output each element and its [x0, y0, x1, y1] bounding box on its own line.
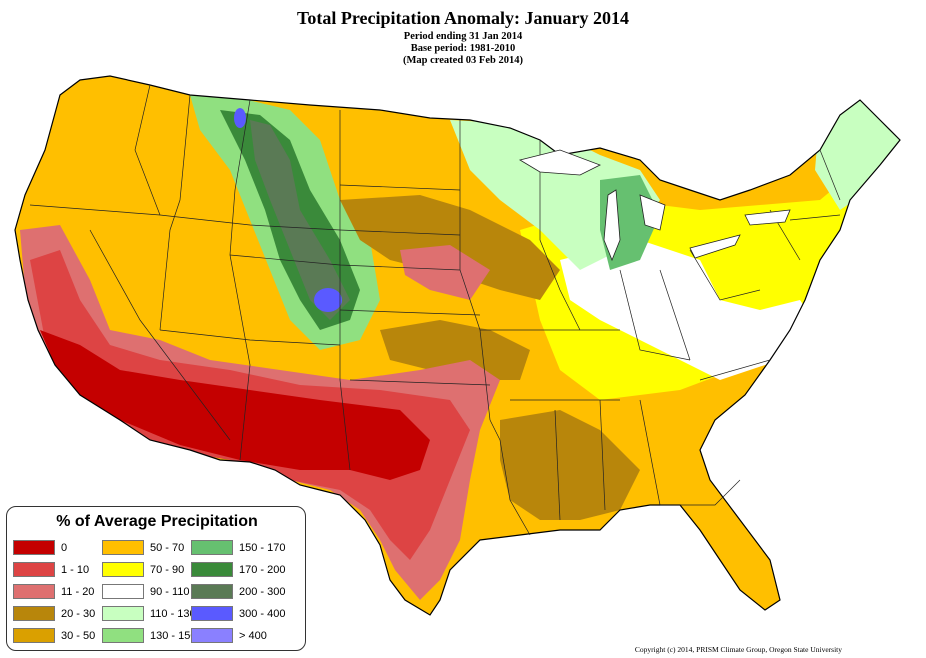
lake-ontario: [744, 209, 791, 226]
legend-label: > 400: [239, 630, 267, 642]
legend-label: 20 - 30: [61, 608, 96, 620]
copyright-text: Copyright (c) 2014, PRISM Climate Group,…: [634, 645, 842, 654]
map-subtitle-created: (Map created 03 Feb 2014): [403, 55, 523, 66]
legend-label: 110 - 130: [150, 608, 196, 620]
legend-item: 130 - 150: [102, 628, 202, 644]
legend-item: 300 - 400: [191, 606, 291, 622]
legend-swatch: [102, 584, 144, 599]
legend-label: 90 - 110: [150, 586, 190, 598]
legend-label: 30 - 50: [61, 630, 96, 642]
legend-label: 170 - 200: [239, 564, 286, 576]
legend-swatch: [191, 606, 233, 621]
legend-item: 170 - 200: [191, 562, 291, 578]
legend-swatch: [191, 628, 233, 643]
legend-swatch: [13, 584, 55, 599]
legend-label: 1 - 10: [61, 564, 90, 576]
legend-label: 0: [61, 542, 68, 554]
legend-item: 0: [13, 540, 113, 556]
region-90-110-east: [560, 240, 820, 380]
map-subtitle-period: Period ending 31 Jan 2014: [404, 31, 523, 42]
lake-michigan: [603, 189, 621, 262]
legend-item: 110 - 130: [102, 606, 202, 622]
legend-swatch: [102, 628, 144, 643]
legend-label: 50 - 70: [150, 542, 185, 554]
legend-swatch: [102, 540, 144, 555]
lake-superior: [518, 149, 601, 176]
legend-item: 50 - 70: [102, 540, 202, 556]
legend-label: 150 - 170: [239, 542, 286, 554]
legend-swatch: [102, 606, 144, 621]
region-300-400-montana: [234, 108, 246, 128]
legend-swatch: [191, 562, 233, 577]
legend-label: 130 - 150: [150, 630, 197, 642]
legend-swatch: [13, 606, 55, 621]
legend-swatch: [102, 562, 144, 577]
map-title: Total Precipitation Anomaly: January 201…: [297, 8, 629, 28]
legend-item: 90 - 110: [102, 584, 202, 600]
state-boundaries: [29, 84, 841, 536]
region-20-30-south: [500, 410, 640, 520]
legend-item: 1 - 10: [13, 562, 113, 578]
region-300-400-colorado: [314, 288, 342, 312]
legend-panel: % of Average Precipitation 0 1 - 10 11 - 2…: [6, 506, 306, 651]
legend-swatch: [191, 584, 233, 599]
region-0-southwest: [40, 330, 430, 480]
legend-item: 200 - 300: [191, 584, 291, 600]
lake-erie: [689, 234, 741, 259]
legend-item: 150 - 170: [191, 540, 291, 556]
legend-title: % of Average Precipitation: [56, 513, 258, 530]
country-outline: [14, 75, 901, 616]
map-subtitle-base: Base period: 1981-2010: [411, 43, 515, 54]
legend-item: > 400: [191, 628, 291, 644]
legend-item: 11 - 20: [13, 584, 113, 600]
legend-item: 70 - 90: [102, 562, 202, 578]
legend-swatch: [191, 540, 233, 555]
region-200-300-rockies: [250, 120, 350, 320]
legend-label: 70 - 90: [150, 564, 185, 576]
legend-label: 11 - 20: [61, 586, 95, 598]
legend-swatch: [13, 540, 55, 555]
legend-swatch: [13, 562, 55, 577]
region-110-130-new-england: [815, 95, 900, 210]
legend-label: 300 - 400: [239, 608, 286, 620]
region-20-30-kansas: [380, 320, 530, 380]
legend-item: 20 - 30: [13, 606, 113, 622]
region-11-20-nebraska: [400, 245, 490, 300]
legend-swatch: [13, 628, 55, 643]
great-lakes: [518, 149, 791, 262]
lake-huron: [639, 194, 666, 231]
legend-label: 200 - 300: [239, 586, 286, 598]
legend-item: 30 - 50: [13, 628, 113, 644]
